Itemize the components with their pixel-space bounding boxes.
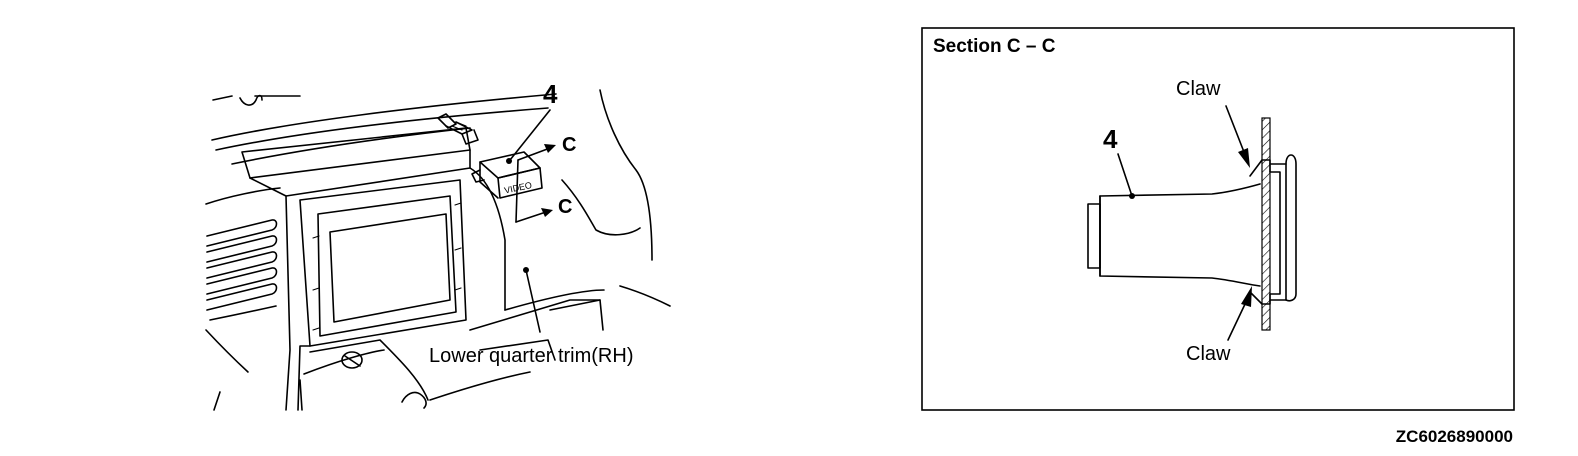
trim-panel bbox=[241, 127, 506, 411]
section-marker-bottom: C bbox=[558, 196, 572, 218]
vent-grille bbox=[205, 187, 281, 373]
claw-bottom-arrow bbox=[1241, 286, 1252, 307]
claw-top-label: Claw bbox=[1176, 78, 1221, 100]
lower-console bbox=[299, 339, 531, 411]
section-part4-leader bbox=[1117, 153, 1133, 197]
interior-illustration: VIDEO 4 C C Lower quarter trim(RH) bbox=[205, 79, 671, 411]
video-jack: VIDEO bbox=[471, 151, 543, 199]
trim-leader bbox=[525, 269, 541, 333]
claw-top-leader bbox=[1225, 105, 1245, 153]
section-title: Section C – C bbox=[933, 36, 1056, 57]
part4-leader bbox=[509, 109, 551, 161]
claw-top-arrow bbox=[1238, 148, 1250, 168]
section-part-number: 4 bbox=[1103, 124, 1118, 154]
jack-body bbox=[1087, 154, 1297, 305]
connector-plug bbox=[437, 113, 479, 145]
trim-label: Lower quarter trim(RH) bbox=[429, 345, 633, 367]
section-cut-marker bbox=[515, 144, 556, 223]
figure-code: ZC6026890000 bbox=[1396, 427, 1513, 446]
section-view: Section C – C 4 Claw Claw bbox=[921, 27, 1515, 411]
claw-bottom-leader bbox=[1227, 301, 1247, 341]
panel-wall bbox=[1261, 117, 1271, 331]
section-marker-top: C bbox=[562, 134, 576, 156]
section-frame bbox=[921, 27, 1515, 411]
claw-bottom-label: Claw bbox=[1186, 343, 1231, 365]
part-number-label: 4 bbox=[543, 79, 558, 109]
